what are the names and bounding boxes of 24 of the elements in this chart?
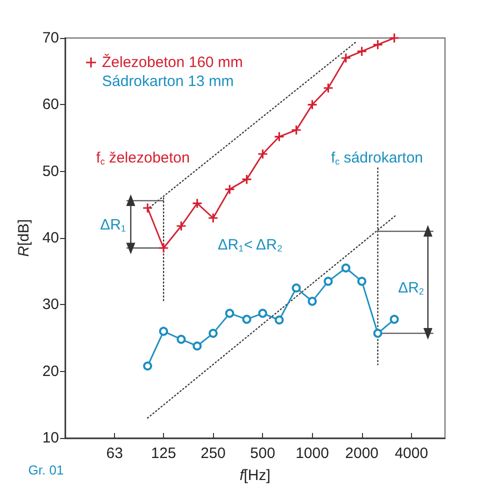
y-tick-label: 30: [42, 296, 59, 314]
y-tick-label: 20: [42, 362, 59, 380]
y-tick-label: 50: [42, 162, 59, 180]
annotation: ΔR1< ΔR2: [218, 236, 282, 254]
x-axis-title: f[Hz]: [240, 467, 270, 484]
annotation: fc sádrokarton: [330, 150, 424, 166]
x-tick-label: 125: [151, 445, 176, 462]
annotation: ΔR1: [100, 216, 126, 234]
x-tick-label: 250: [200, 445, 226, 462]
annotation: ΔR2: [398, 280, 424, 296]
annotation: fc železobeton: [96, 150, 190, 166]
x-tick-label: 1000: [296, 445, 329, 462]
y-tick-label: 60: [42, 96, 59, 114]
y-tick-label: 40: [42, 230, 59, 246]
x-tick-label: 63: [106, 445, 123, 462]
y-axis-title: R[dB]: [15, 219, 32, 257]
text: Sádrokarton 13 mm: [102, 73, 234, 90]
legend-label: Železobeton 160 mm: [102, 53, 243, 71]
x-tick-label: 500: [250, 445, 276, 462]
y-tick-label: 10: [42, 430, 59, 446]
x-tick-label: 4000: [394, 445, 428, 462]
y-tick-label: 70: [42, 30, 59, 46]
x-tick-label: 2000: [345, 445, 379, 462]
text: Gr. 01: [28, 462, 64, 478]
